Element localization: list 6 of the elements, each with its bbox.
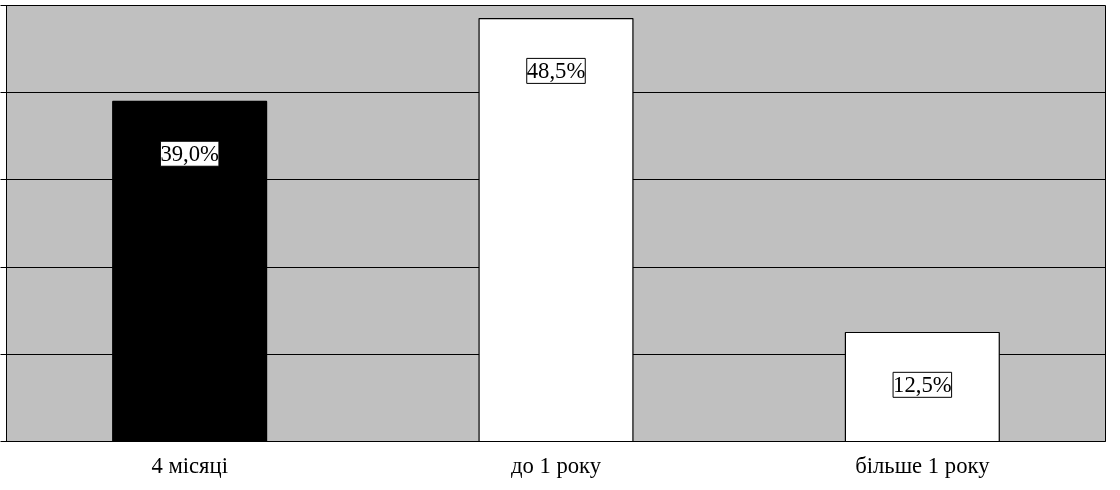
data-label: 48,5% — [526, 58, 586, 84]
data-label: 39,0% — [160, 141, 220, 167]
x-tick-label: до 1 року — [510, 452, 602, 478]
data-label: 12,5% — [893, 372, 952, 398]
x-tick-label: 4 місяці — [151, 452, 228, 478]
x-tick-label: більше 1 року — [855, 452, 991, 478]
